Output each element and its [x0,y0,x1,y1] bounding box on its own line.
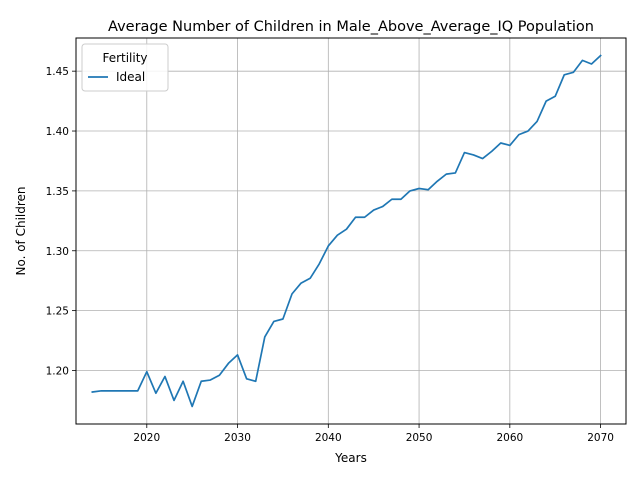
x-tick-label: 2050 [406,432,433,444]
legend-box [81,43,169,92]
y-tick-label: 1.25 [46,306,69,318]
plot-frame [75,37,627,425]
x-tick-label: 2060 [496,432,523,444]
tick-layer: 2020 2030 2040 2050 2060 2070 1.20 1.25 1.30 1.35… [46,66,614,444]
x-tick-label: 2040 [315,432,342,444]
y-tick-label: 1.20 [46,365,69,377]
x-tick-label: 2070 [587,432,614,444]
x-tick-label: 2030 [224,432,251,444]
grid-layer [76,38,626,424]
y-tick-label: 1.45 [46,66,69,78]
series-line-ideal [91,54,602,408]
legend: Fertility Ideal [81,43,169,92]
y-tick-label: 1.35 [46,186,69,198]
legend-label-ideal: Ideal [116,70,145,84]
x-tick-label: 2020 [133,432,160,444]
y-tick-label: 1.40 [46,126,69,138]
chart-title: Average Number of Children in Male_Above… [108,19,594,35]
series-layer [91,54,602,408]
y-axis-label: No. of Children [14,186,28,275]
x-axis-label: Years [334,451,367,465]
legend-title: Fertility [102,51,147,65]
y-tick-label: 1.30 [46,246,69,258]
